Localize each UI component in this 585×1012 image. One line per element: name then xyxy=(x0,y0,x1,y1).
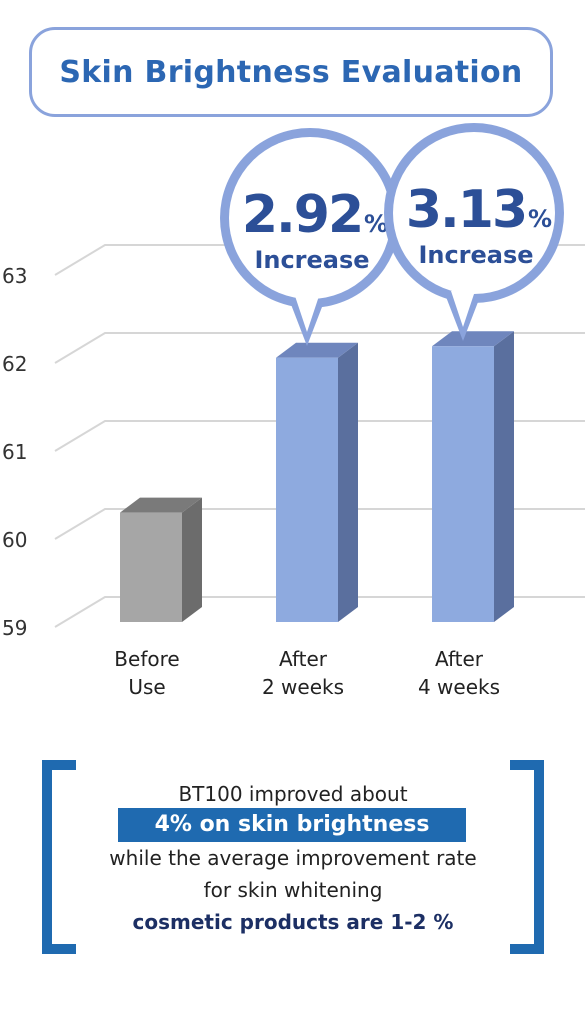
callout-disc xyxy=(229,137,391,299)
callout-pointer-inner xyxy=(451,291,475,327)
gridline xyxy=(54,420,585,452)
summary-line-1: BT100 improved about xyxy=(178,782,408,806)
callout-pointer-inner xyxy=(295,296,319,332)
bar-side xyxy=(494,331,514,622)
bar xyxy=(432,346,494,622)
brightness-bar-chart: 59 60 61 62 63 Before Use After 2 weeks After 4 w… xyxy=(2,123,585,699)
callout-unit: % xyxy=(528,205,552,233)
y-tick-label: 63 xyxy=(2,264,27,288)
summary-line-4: for skin whitening xyxy=(203,878,383,902)
callout-label: Increase xyxy=(418,241,533,269)
left-bracket xyxy=(42,760,76,954)
chart-title-box: Skin Brightness Evaluation xyxy=(29,27,553,117)
y-tick-label: 60 xyxy=(2,528,27,552)
gridline xyxy=(54,596,585,628)
callout-disc xyxy=(393,132,555,294)
bar-top xyxy=(276,342,358,358)
x-category-label: After 4 weeks xyxy=(418,647,500,699)
bar-top xyxy=(432,331,514,347)
bar xyxy=(276,357,338,622)
summary-highlight: 4% on skin brightness xyxy=(118,808,466,842)
bar-side xyxy=(338,342,358,622)
bar-top xyxy=(120,497,202,513)
summary-panel: BT100 improved about 4% on skin brightne… xyxy=(42,760,544,954)
gridline xyxy=(54,332,585,364)
callout-label: Increase xyxy=(254,246,369,274)
y-tick-label: 62 xyxy=(2,352,27,376)
x-category-label: After 2 weeks xyxy=(262,647,344,699)
summary-line-3: while the average improvement rate xyxy=(109,846,477,870)
callout-value: 2.92 xyxy=(242,185,362,245)
chart-title: Skin Brightness Evaluation xyxy=(59,54,523,90)
x-category-label: Before Use xyxy=(114,647,179,699)
gridline xyxy=(54,508,585,540)
y-tick-label: 59 xyxy=(2,616,27,640)
summary-line-5: cosmetic products are 1-2 % xyxy=(132,910,454,934)
bar xyxy=(120,512,182,622)
bar-side xyxy=(182,497,202,622)
right-bracket xyxy=(510,760,544,954)
y-tick-label: 61 xyxy=(2,440,27,464)
callout-value: 3.13 xyxy=(406,180,526,240)
